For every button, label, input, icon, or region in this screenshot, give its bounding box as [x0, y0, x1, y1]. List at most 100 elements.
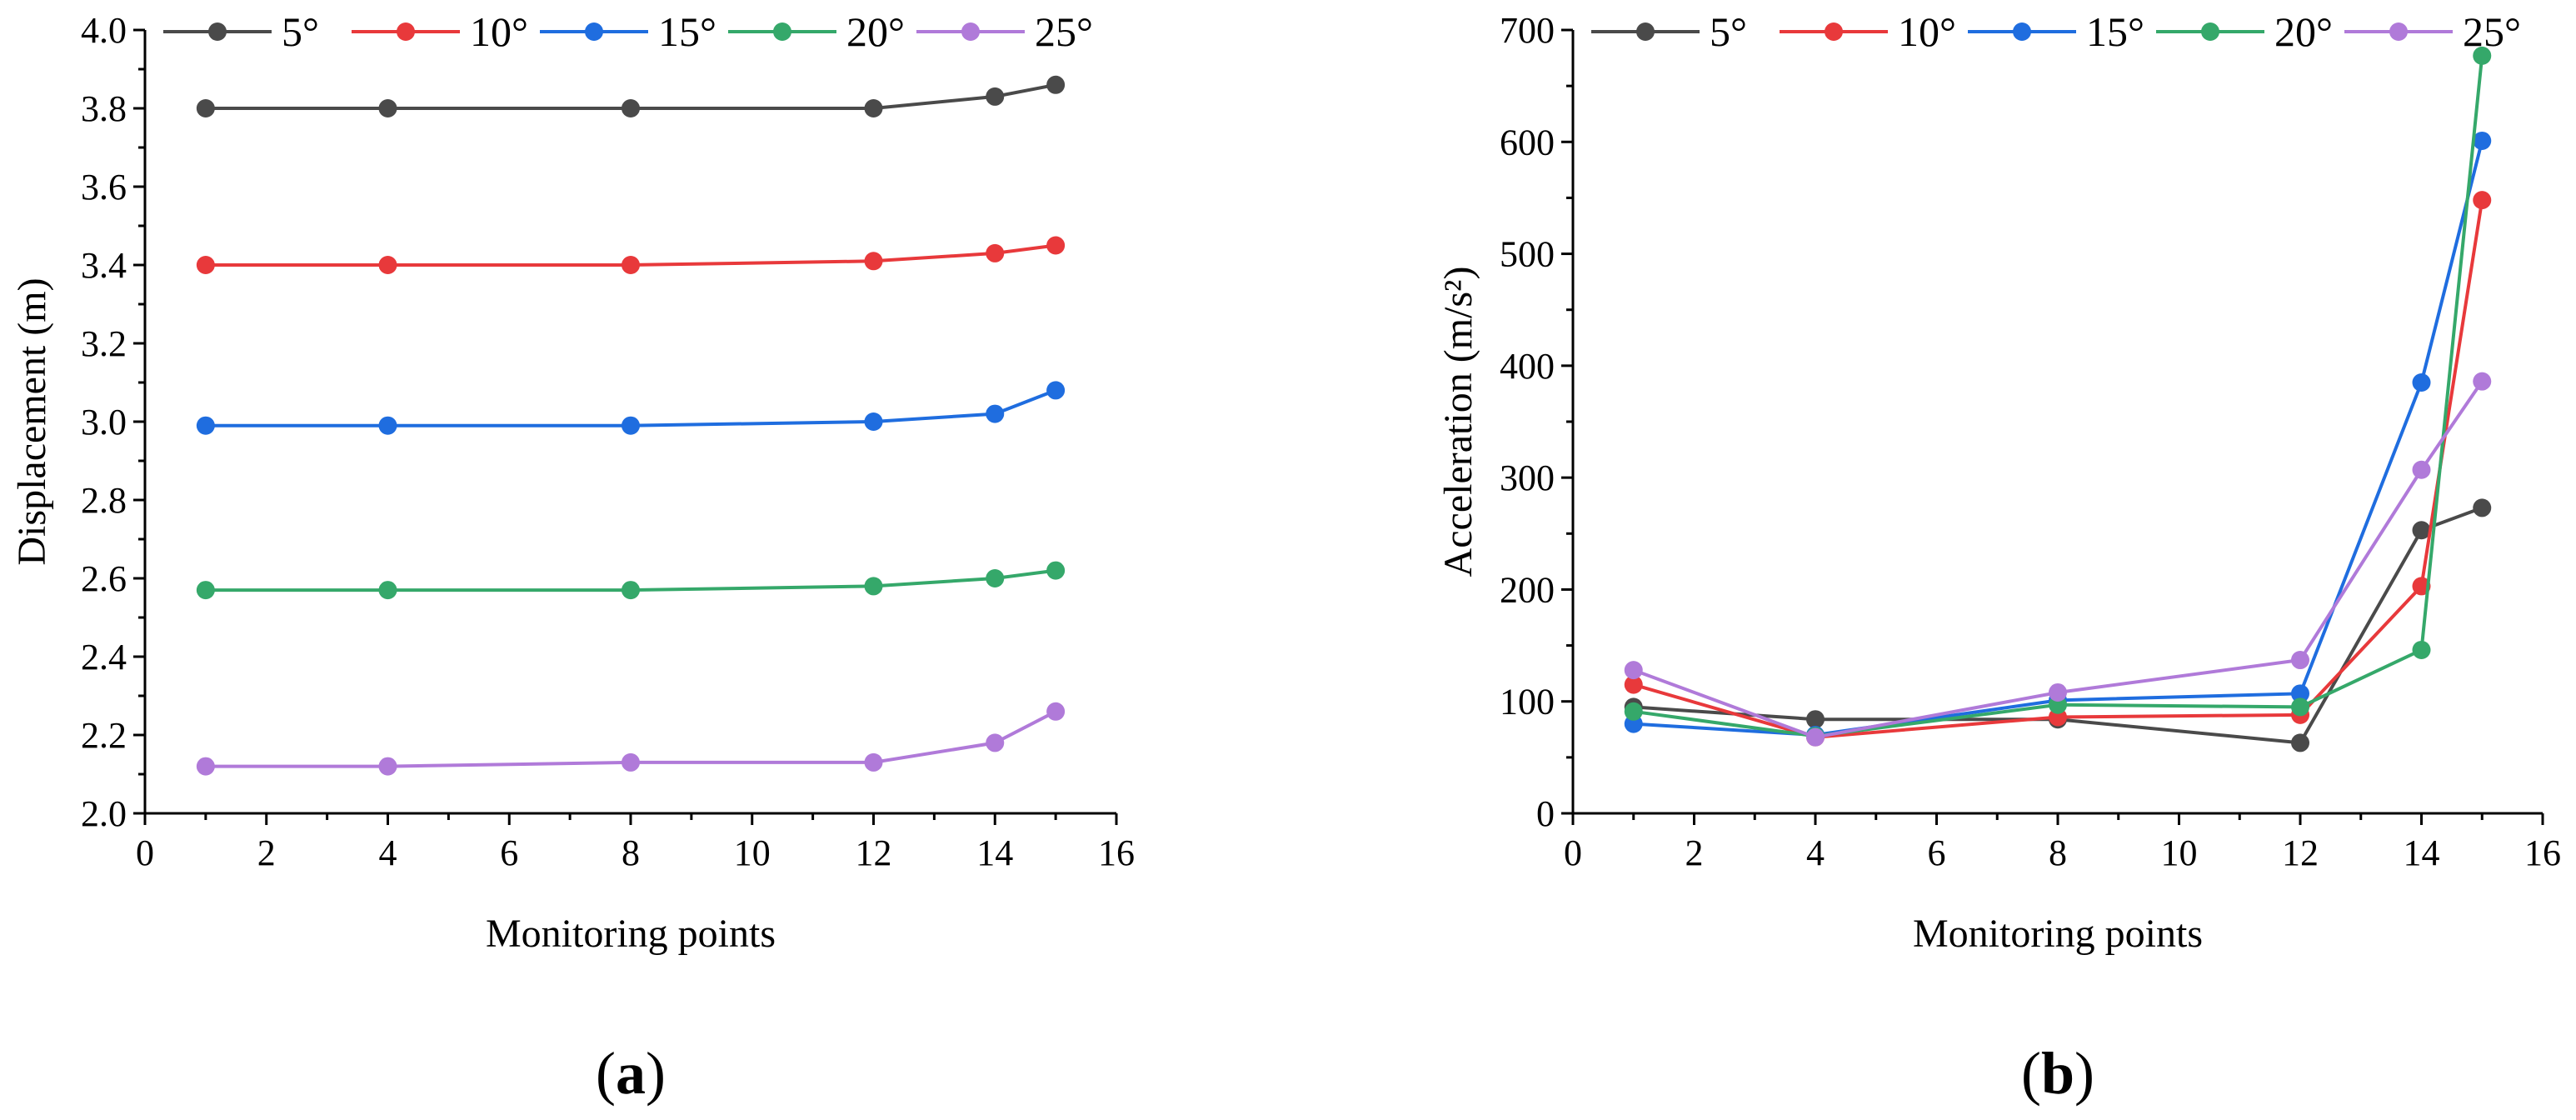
data-point — [2473, 191, 2492, 210]
data-point — [986, 87, 1005, 106]
series-line-4 — [205, 710, 1057, 768]
data-point — [1046, 561, 1066, 580]
data-point — [1624, 702, 1643, 721]
x-tick-label: 4 — [1806, 832, 1825, 873]
data-point — [864, 252, 883, 271]
legend-label: 5° — [282, 8, 319, 55]
series-line-2 — [205, 388, 1056, 428]
y-tick-label: 2.4 — [81, 637, 127, 678]
y-axis-title: Displacement (m) — [10, 278, 54, 565]
y-tick-label: 2.6 — [81, 558, 127, 599]
data-point — [378, 256, 397, 274]
data-point — [2412, 373, 2431, 392]
data-point — [986, 733, 1005, 752]
data-point — [2473, 372, 2492, 391]
legend-label: 15° — [2086, 8, 2144, 55]
x-tick-label: 2 — [257, 832, 276, 873]
series-line-0 — [205, 82, 1056, 110]
series-line-4 — [1633, 380, 2484, 739]
legend-marker — [208, 22, 227, 41]
series-line-3 — [205, 568, 1056, 592]
data-point — [2412, 460, 2431, 479]
data-point — [622, 256, 640, 274]
x-tick-label: 8 — [2049, 832, 2067, 873]
x-tick-label: 4 — [379, 832, 397, 873]
y-tick-label: 4.0 — [81, 10, 127, 51]
series-line-1 — [1633, 199, 2484, 739]
legend-label: 20° — [2274, 8, 2333, 55]
data-point — [378, 581, 397, 600]
legend-label: 20° — [846, 8, 905, 55]
data-point — [378, 757, 397, 776]
x-tick-label: 6 — [1928, 832, 1946, 873]
y-tick-label: 500 — [1500, 234, 1555, 275]
chart-panel-b: 0 2 4 6 8 10 12 14 16 0 100 200 300 400 500 600 700 Monit… — [1436, 8, 2561, 1107]
legend-marker — [585, 22, 603, 41]
legend-marker — [1825, 22, 1843, 41]
legend-marker — [961, 22, 980, 41]
data-point — [196, 757, 215, 776]
y-tick-label: 200 — [1500, 569, 1555, 610]
data-point — [2049, 682, 2067, 702]
data-point — [2412, 640, 2431, 659]
y-tick-label: 2.2 — [81, 715, 127, 756]
data-point — [2291, 684, 2309, 703]
legend-label: 5° — [1710, 8, 1747, 55]
y-tick-label: 700 — [1500, 10, 1555, 51]
x-tick-label: 8 — [622, 832, 640, 873]
data-point — [196, 99, 215, 118]
legend-label: 25° — [1035, 8, 1093, 55]
x-tick-label: 6 — [500, 832, 518, 873]
data-point — [986, 404, 1005, 423]
legend-marker — [2201, 22, 2219, 41]
y-tick-label: 600 — [1500, 122, 1555, 162]
data-point — [2412, 521, 2431, 540]
y-tick-label: 100 — [1500, 682, 1555, 722]
panel-label: (a) — [596, 1040, 666, 1107]
x-tick-label: 16 — [2524, 832, 2561, 873]
y-tick-label: 300 — [1500, 458, 1555, 498]
data-point — [196, 256, 215, 274]
x-axis-title: Monitoring points — [486, 912, 776, 956]
legend-marker — [1636, 22, 1655, 41]
data-point — [1624, 675, 1643, 694]
legend-label: 15° — [658, 8, 716, 55]
x-tick-label: 12 — [2282, 832, 2319, 873]
data-point — [1046, 381, 1066, 400]
data-point — [1806, 728, 1825, 747]
data-point — [622, 99, 640, 118]
series-line-1 — [205, 243, 1056, 267]
y-tick-label: 3.8 — [81, 88, 127, 129]
data-point — [864, 752, 883, 772]
chart-panel-a: 0 2 4 6 8 10 12 14 16 2.0 2.2 2.4 2.6 2.8 3.0 3.2 3.4 3.6… — [10, 8, 1135, 1107]
data-point — [2473, 46, 2492, 65]
x-tick-label: 16 — [1098, 832, 1135, 873]
series-line-3 — [1633, 55, 2484, 738]
x-tick-label: 14 — [2404, 832, 2440, 873]
data-point — [622, 416, 640, 435]
data-point — [2473, 498, 2492, 518]
data-point — [622, 752, 640, 772]
y-tick-label: 3.6 — [81, 167, 127, 208]
y-tick-label: 2.8 — [81, 480, 127, 521]
x-tick-label: 10 — [2161, 832, 2198, 873]
data-point — [622, 581, 640, 600]
data-point — [196, 581, 215, 600]
data-point — [864, 99, 883, 118]
y-tick-label: 3.4 — [81, 245, 127, 286]
y-tick-label: 2.0 — [81, 793, 127, 834]
data-point — [986, 243, 1005, 262]
x-tick-label: 14 — [976, 832, 1013, 873]
legend-label: 10° — [470, 8, 528, 55]
data-point — [1624, 661, 1643, 680]
y-tick-label: 400 — [1500, 346, 1555, 387]
data-point — [1046, 75, 1066, 94]
data-point — [2291, 733, 2309, 752]
data-point — [864, 412, 883, 431]
y-tick-label: 3.2 — [81, 323, 127, 364]
data-point — [1046, 702, 1066, 721]
y-axis-title: Acceleration (m/s²) — [1436, 267, 1480, 578]
data-point — [378, 99, 397, 118]
x-axis-title: Monitoring points — [1913, 912, 2203, 956]
